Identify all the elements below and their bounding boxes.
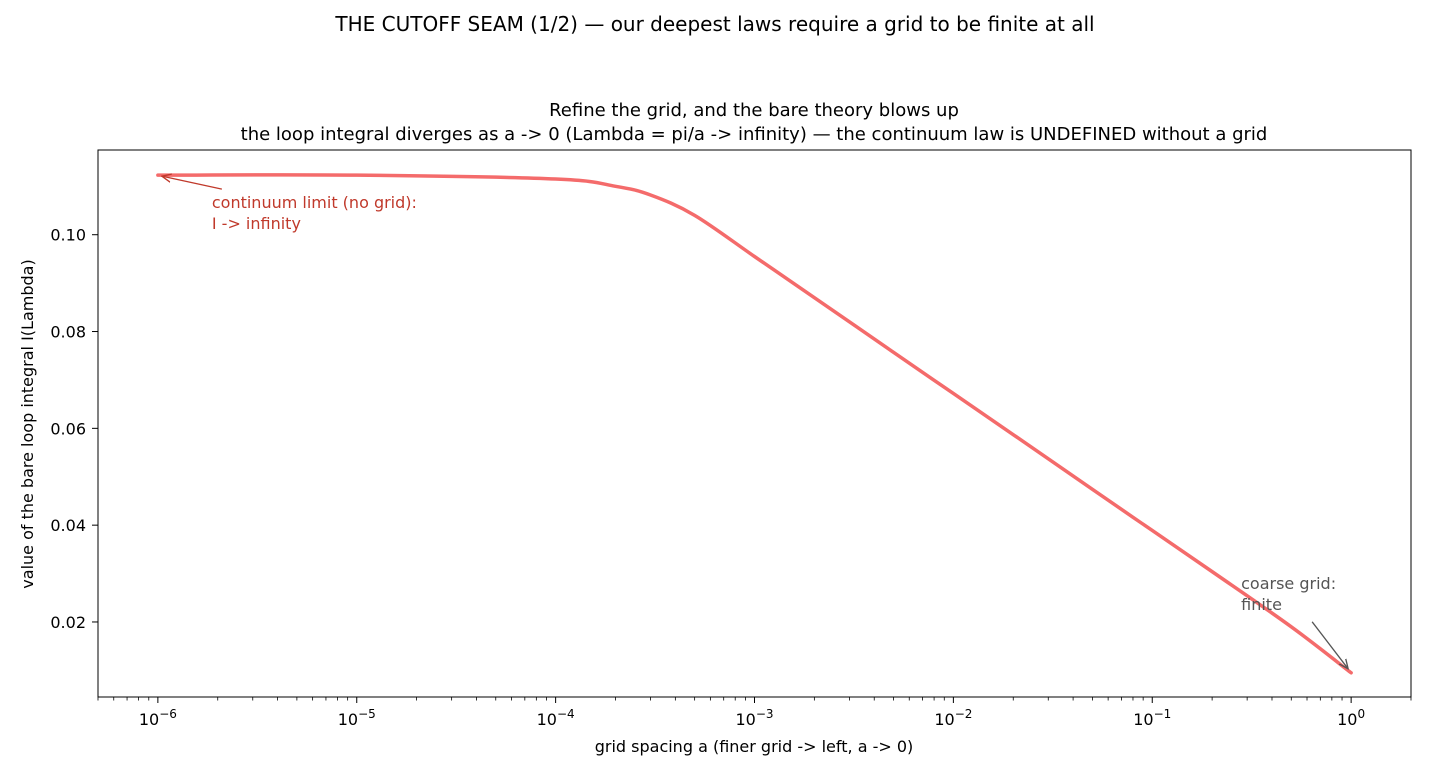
x-tick-label: 10−1: [1133, 707, 1171, 729]
y-tick-label: 0.10: [50, 226, 86, 245]
y-tick-label: 0.02: [50, 613, 86, 632]
x-tick-label: 10−2: [934, 707, 972, 729]
plot-area: 10−6 10−5 10−4 10−3 10−2 10−1 100 0.02 0.04 0.06 0…: [50, 149, 1412, 729]
annotation-arrow-continuum: [162, 176, 223, 190]
y-tick-label: 0.08: [50, 323, 86, 342]
annotation-continuum-limit: I -> infinity: [212, 214, 301, 233]
y-axis-label: value of the bare loop integral I(Lambda…: [18, 259, 37, 588]
annotation-arrow-coarse: [1311, 621, 1348, 669]
series-line: [156, 173, 1353, 675]
x-tick-label: 10−5: [338, 707, 376, 729]
chart-title: Refine the grid, and the bare theory blo…: [549, 100, 959, 121]
x-tick-label: 10−6: [139, 707, 177, 729]
annotation-coarse-grid: finite: [1241, 595, 1282, 614]
y-tick-label: 0.06: [50, 419, 86, 438]
figure-suptitle: THE CUTOFF SEAM (1/2) — our deepest laws…: [335, 12, 1095, 36]
x-tick-label: 100: [1337, 707, 1365, 729]
annotation-continuum-limit: continuum limit (no grid):: [212, 193, 417, 212]
chart-subtitle: the loop integral diverges as a -> 0 (La…: [241, 124, 1268, 145]
y-tick-label: 0.04: [50, 516, 86, 535]
x-tick-label: 10−3: [735, 707, 773, 729]
x-axis-label: grid spacing a (finer grid -> left, a ->…: [595, 737, 914, 756]
x-tick-label: 10−4: [537, 707, 575, 729]
annotation-coarse-grid: coarse grid:: [1241, 574, 1336, 593]
